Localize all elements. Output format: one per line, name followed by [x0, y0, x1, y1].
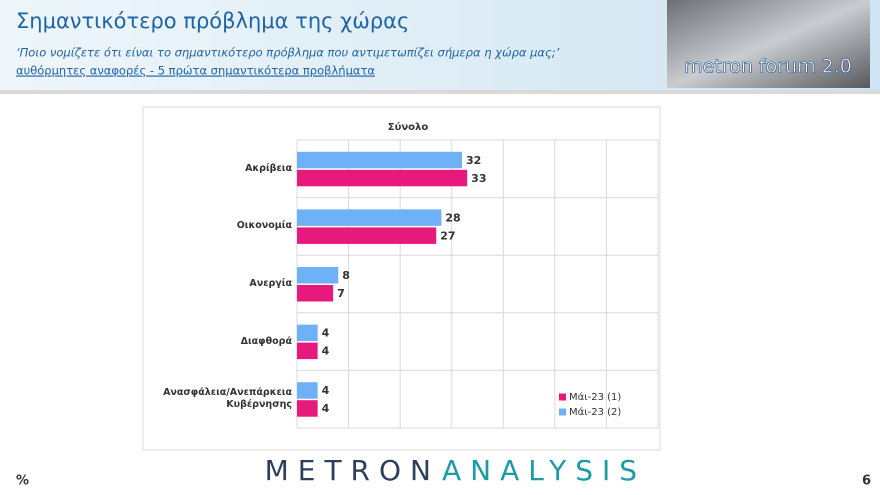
- bar: [297, 400, 318, 417]
- data-label: 33: [471, 172, 486, 185]
- unit: %: [16, 474, 29, 489]
- bar: [297, 324, 318, 342]
- bar: [297, 267, 339, 284]
- y-tick-label: Ανασφάλεια/Ανεπάρκεια Κυβέρνησης: [163, 387, 292, 411]
- y-tick-label: Οικονομία: [236, 220, 292, 232]
- note: αυθόρμητες αναφορές - 5 πρώτα σημαντικότ…: [16, 64, 375, 78]
- legend-label: Μάι-23 (1): [569, 391, 621, 403]
- bar: [297, 151, 463, 169]
- bar: [297, 342, 318, 360]
- data-label: 32: [466, 154, 481, 167]
- brand-right: ANALYSIS: [442, 454, 646, 487]
- legend-swatch: [559, 408, 566, 416]
- legend-swatch: [559, 393, 566, 401]
- data-label: 27: [440, 229, 455, 242]
- bar: [297, 209, 442, 226]
- chart-title: Σύνολο: [388, 121, 429, 133]
- y-tick-label: Ακρίβεια: [245, 162, 292, 174]
- header-shadow: [0, 90, 880, 94]
- page-number: 6: [862, 474, 871, 489]
- data-label: 4: [322, 384, 330, 397]
- logo-text: metron forum 2.0: [684, 56, 852, 78]
- data-label: 4: [322, 327, 330, 340]
- data-label: 4: [322, 345, 330, 358]
- bar: [297, 169, 468, 187]
- data-label: 4: [322, 402, 330, 415]
- subtitle: ‘Ποιο νομίζετε ότι είναι το σημαντικότερ…: [16, 46, 560, 60]
- data-label: 8: [342, 269, 350, 282]
- data-label: 28: [445, 211, 460, 224]
- bar: [297, 382, 318, 399]
- title: Σημαντικότερο πρόβλημα της χώρας: [16, 9, 409, 33]
- data-label: 7: [337, 287, 345, 300]
- y-tick-label: Διαφθορά: [240, 335, 292, 347]
- bar: [297, 227, 437, 244]
- y-tick-label: Ανεργία: [249, 278, 292, 289]
- bar: [297, 285, 334, 302]
- brand-left: METRON: [265, 454, 440, 487]
- legend-label: Μάι-23 (2): [569, 406, 621, 418]
- logo: [667, 0, 870, 88]
